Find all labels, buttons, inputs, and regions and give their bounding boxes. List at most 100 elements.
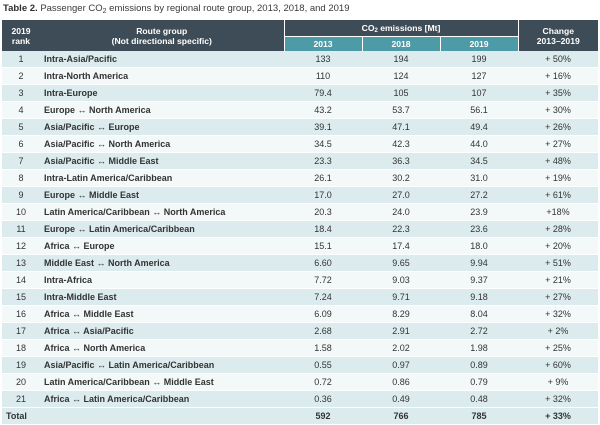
value-2019-cell: 9.37 — [440, 271, 519, 289]
route-cell: Middle East ↔ North America — [40, 254, 284, 272]
table-row: 16 Africa ↔ Middle East 6.09 8.29 8.04 + 32% — [2, 305, 599, 323]
value-2019-cell: 23.9 — [440, 203, 519, 221]
table-caption: Table 2. Passenger CO2 emissions by regi… — [0, 0, 600, 20]
table-row: 6 Asia/Pacific ↔ North America 34.5 42.3 44.… — [2, 135, 599, 153]
change-cell: + 35% — [518, 84, 599, 102]
route-cell: Intra-North America — [40, 67, 284, 85]
value-2019-cell: 23.6 — [440, 220, 519, 238]
total-change: + 33% — [518, 407, 599, 425]
value-2018-cell: 9.71 — [362, 288, 440, 306]
change-cell: + 16% — [518, 67, 599, 85]
value-2013-cell: 7.72 — [284, 271, 362, 289]
route-cell: Europe ↔ Middle East — [40, 186, 284, 204]
value-2019-cell: 0.79 — [440, 373, 519, 391]
route-cell: Latin America/Caribbean ↔ Middle East — [40, 373, 284, 391]
rank-cell: 21 — [2, 390, 40, 408]
rank-header: 2019 rank — [2, 20, 40, 51]
route-cell: Intra-Asia/Pacific — [40, 51, 284, 68]
change-cell: + 60% — [518, 356, 599, 374]
route-header: Route group (Not directional specific) — [40, 20, 284, 51]
table-header: 2019 rank Route group (Not directional spe… — [2, 20, 599, 51]
total-label: Total — [2, 407, 284, 425]
route-cell: Africa ↔ Europe — [40, 237, 284, 255]
value-2013-cell: 6.09 — [284, 305, 362, 323]
table-row: 15 Intra-Middle East 7.24 9.71 9.18 + 27% — [2, 288, 599, 306]
value-2018-cell: 194 — [362, 51, 440, 68]
value-2018-cell: 124 — [362, 67, 440, 85]
rank-cell: 6 — [2, 135, 40, 153]
change-cell: + 27% — [518, 135, 599, 153]
route-cell: Latin America/Caribbean ↔ North America — [40, 203, 284, 221]
change-cell: + 32% — [518, 305, 599, 323]
value-2019-cell: 27.2 — [440, 186, 519, 204]
table-row: 7 Asia/Pacific ↔ Middle East 23.3 36.3 34.5 +… — [2, 152, 599, 170]
change-cell: + 28% — [518, 220, 599, 238]
route-cell: Intra-Latin America/Caribbean — [40, 169, 284, 187]
change-cell: + 19% — [518, 169, 599, 187]
value-2013-cell: 34.5 — [284, 135, 362, 153]
route-cell: Intra-Africa — [40, 271, 284, 289]
table-row: 10 Latin America/Caribbean ↔ North Americ… — [2, 203, 599, 221]
route-cell: Europe ↔ North America — [40, 101, 284, 119]
change-cell: + 27% — [518, 288, 599, 306]
caption-text-after: emissions by regional route group, 2013,… — [106, 3, 350, 14]
value-2018-cell: 2.91 — [362, 322, 440, 340]
rank-cell: 13 — [2, 254, 40, 272]
value-2018-cell: 36.3 — [362, 152, 440, 170]
value-2013-cell: 133 — [284, 51, 362, 68]
change-cell: +18% — [518, 203, 599, 221]
change-cell: + 50% — [518, 51, 599, 68]
value-2019-cell: 9.94 — [440, 254, 519, 272]
emissions-table: 2019 rank Route group (Not directional spe… — [2, 20, 599, 425]
value-2018-cell: 24.0 — [362, 203, 440, 221]
value-2018-cell: 0.97 — [362, 356, 440, 374]
rank-cell: 10 — [2, 203, 40, 221]
change-cell: + 20% — [518, 237, 599, 255]
value-2018-cell: 2.02 — [362, 339, 440, 357]
rank-cell: 15 — [2, 288, 40, 306]
caption-subscript: 2 — [102, 8, 107, 15]
change-cell: + 25% — [518, 339, 599, 357]
value-2018-cell: 47.1 — [362, 118, 440, 136]
table-row: 11 Europe ↔ Latin America/Caribbean 18.4 22… — [2, 220, 599, 238]
table-row: 9 Europe ↔ Middle East 17.0 27.0 27.2 + 61% — [2, 186, 599, 204]
rank-cell: 4 — [2, 101, 40, 119]
value-2013-cell: 18.4 — [284, 220, 362, 238]
value-2018-cell: 22.3 — [362, 220, 440, 238]
year-2019-header: 2019 — [439, 36, 519, 51]
total-2013: 592 — [284, 407, 362, 425]
rank-cell: 2 — [2, 67, 40, 85]
year-2018-header: 2018 — [361, 36, 440, 51]
caption-label: Table 2. — [3, 3, 38, 14]
rank-cell: 12 — [2, 237, 40, 255]
value-2019-cell: 44.0 — [440, 135, 519, 153]
rank-cell: 19 — [2, 356, 40, 374]
value-2018-cell: 0.49 — [362, 390, 440, 408]
value-2019-cell: 49.4 — [440, 118, 519, 136]
value-2018-cell: 9.65 — [362, 254, 440, 272]
change-cell: + 32% — [518, 390, 599, 408]
table-row: 2 Intra-North America 110 124 127 + 16% — [2, 67, 599, 85]
year-2013-header: 2013 — [283, 36, 362, 51]
rank-cell: 1 — [2, 51, 40, 68]
route-cell: Intra-Middle East — [40, 288, 284, 306]
change-cell: + 51% — [518, 254, 599, 272]
table-row: 5 Asia/Pacific ↔ Europe 39.1 47.1 49.4 + 26% — [2, 118, 599, 136]
value-2019-cell: 199 — [440, 51, 519, 68]
table-row: 13 Middle East ↔ North America 6.60 9.65 9.9… — [2, 254, 599, 272]
value-2018-cell: 0.86 — [362, 373, 440, 391]
table-row: 14 Intra-Africa 7.72 9.03 9.37 + 21% — [2, 271, 599, 289]
rank-cell: 11 — [2, 220, 40, 238]
value-2019-cell: 34.5 — [440, 152, 519, 170]
value-2018-cell: 27.0 — [362, 186, 440, 204]
change-cell: + 61% — [518, 186, 599, 204]
change-cell: + 48% — [518, 152, 599, 170]
change-cell: + 30% — [518, 101, 599, 119]
route-cell: Asia/Pacific ↔ Europe — [40, 118, 284, 136]
value-2019-cell: 2.72 — [440, 322, 519, 340]
value-2019-cell: 107 — [440, 84, 519, 102]
value-2013-cell: 7.24 — [284, 288, 362, 306]
route-cell: Africa ↔ Asia/Pacific — [40, 322, 284, 340]
table-row: 19 Asia/Pacific ↔ Latin America/Caribbean… — [2, 356, 599, 374]
total-row: Total 592 766 785 + 33% — [2, 407, 599, 425]
